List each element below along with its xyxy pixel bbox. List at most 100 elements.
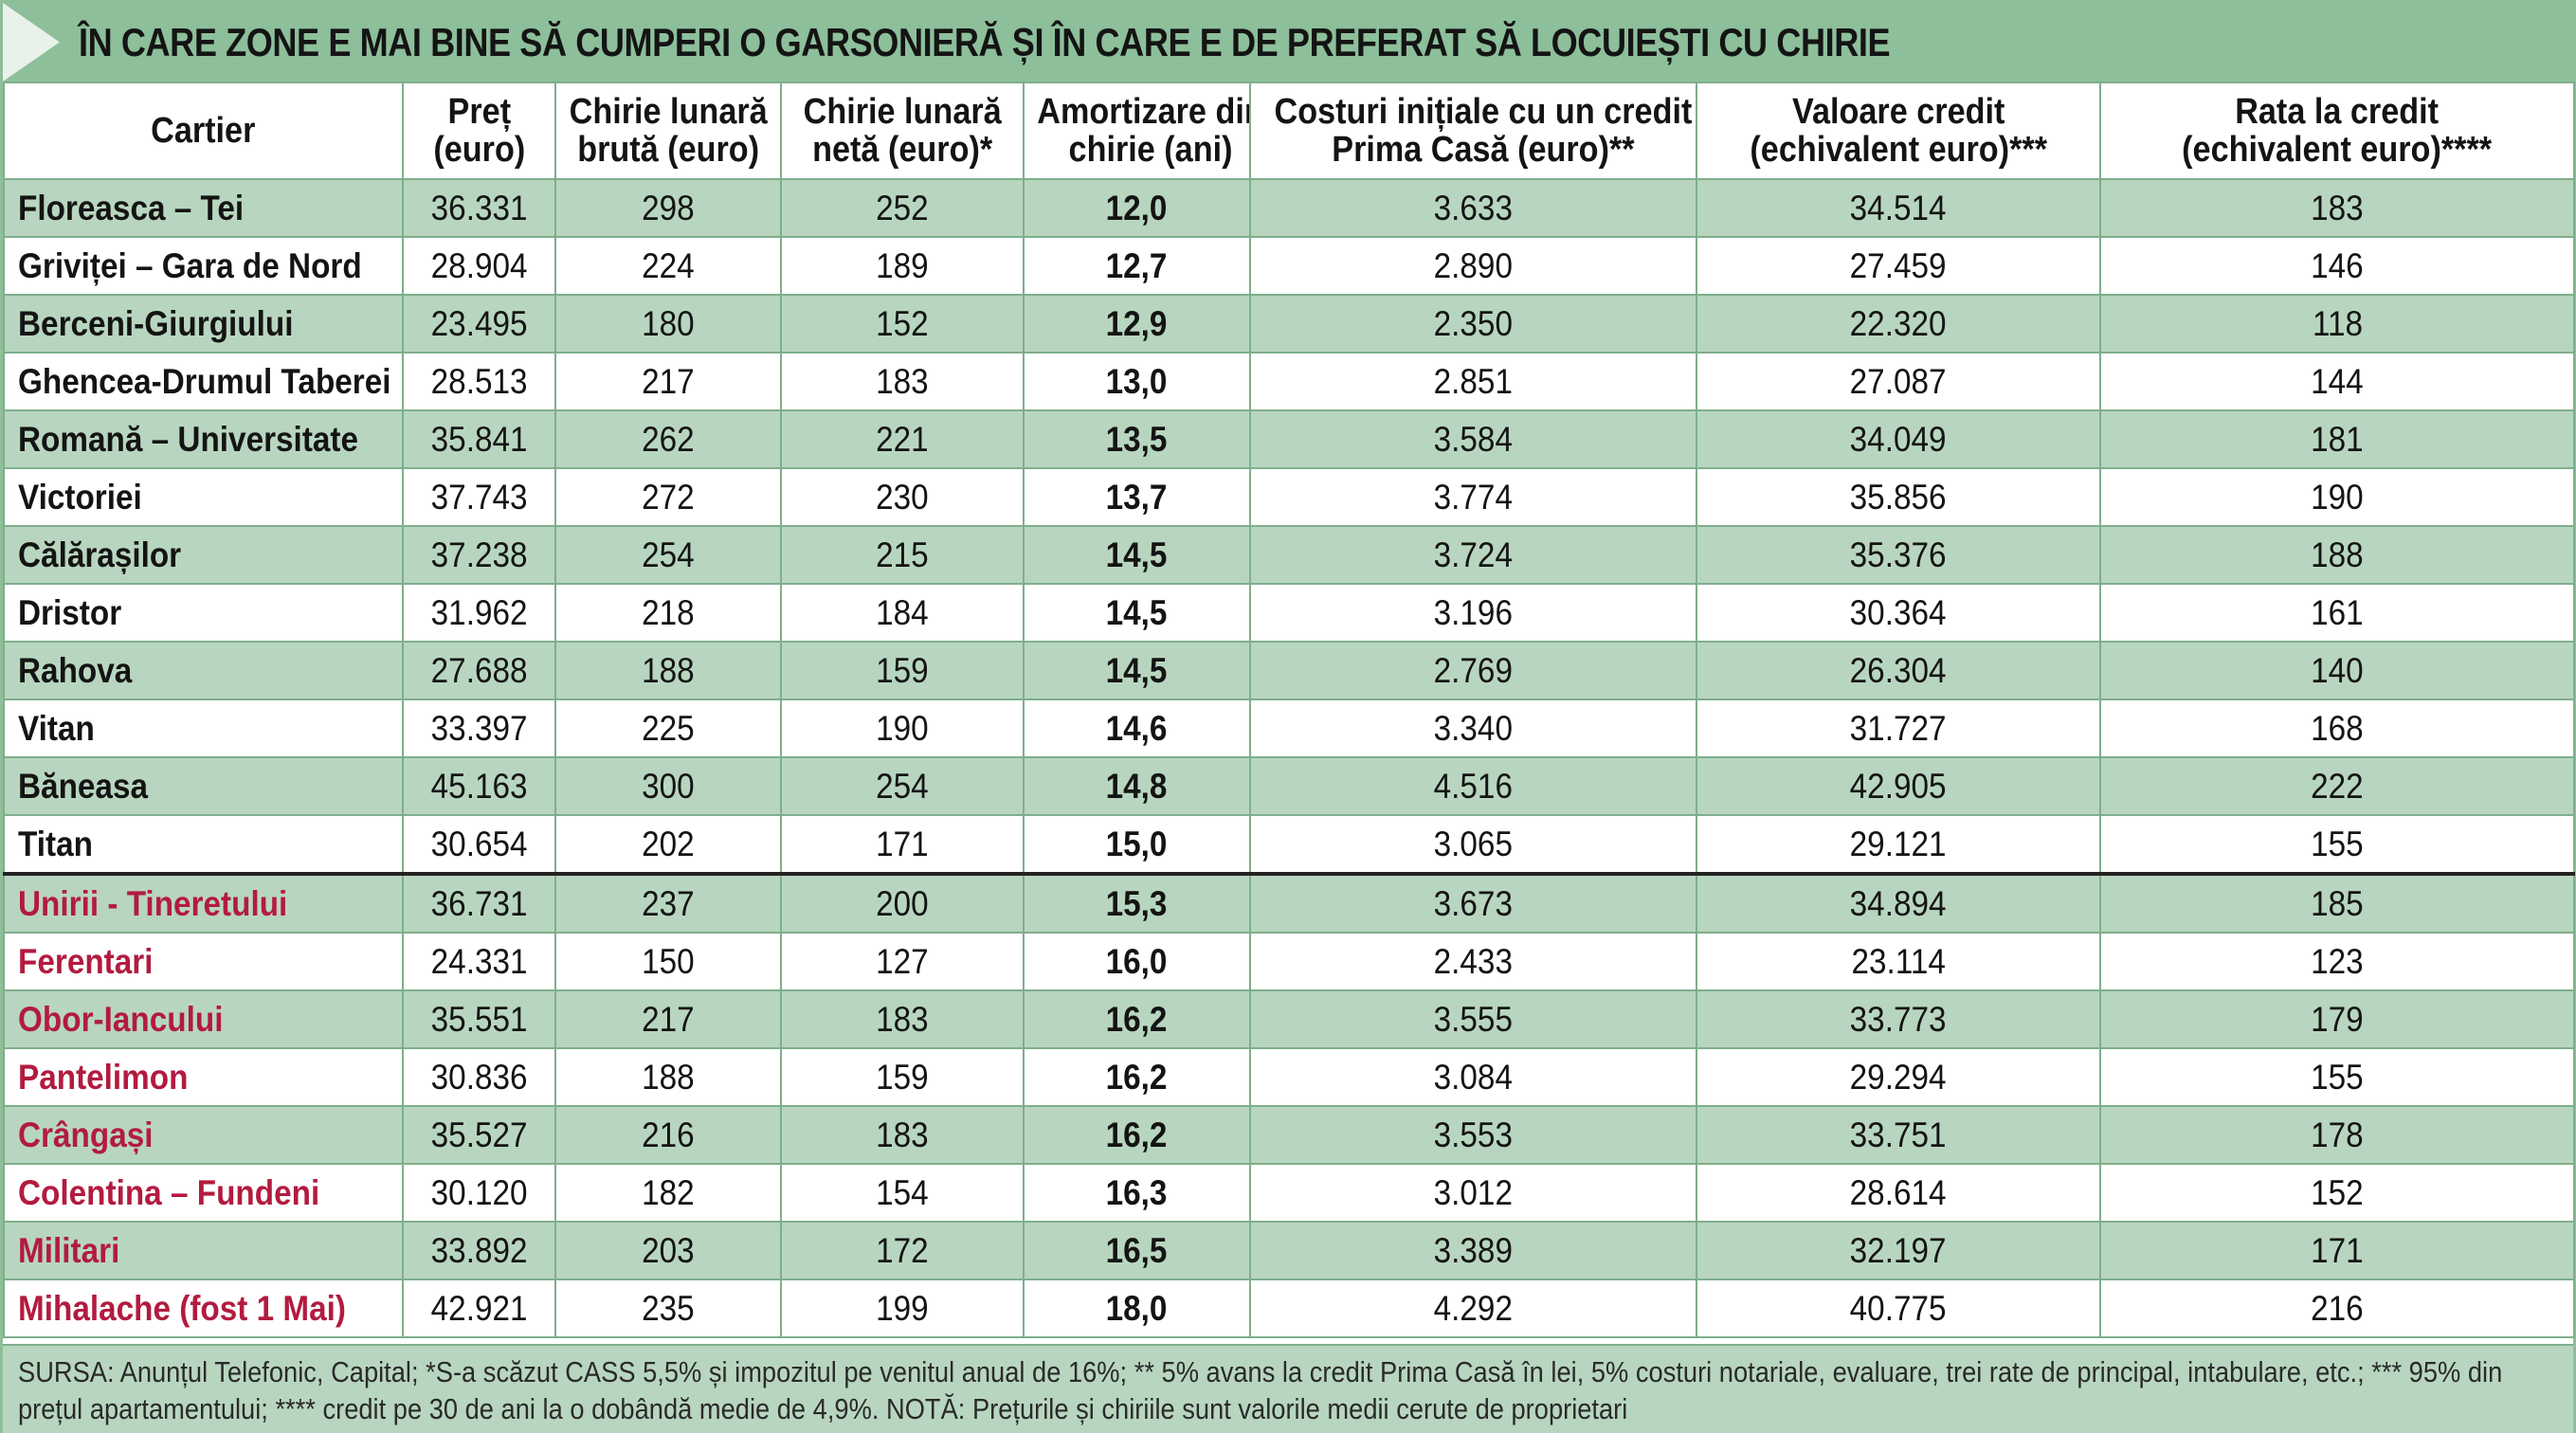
table-header-row: Cartier Preț (euro) Chirie lunară brută (e… [3,82,2575,180]
arrow-icon [3,3,60,82]
cell-amortizare: 14,5 [1023,641,1251,700]
cell-cartier: Griviței – Gara de Nord [3,236,404,296]
cell-pret: 28.904 [402,236,556,296]
cell-rata-credit: 155 [2099,1047,2575,1107]
cell-chirie-neta: 127 [780,932,1025,991]
cell-costuri-initiale: 4.516 [1249,756,1697,816]
col-header-pret: Preț (euro) [402,82,556,180]
cell-valoare-credit: 30.364 [1696,583,2101,643]
title-bar: ÎN CARE ZONE E MAI BINE SĂ CUMPERI O GAR… [3,3,2573,82]
col-header-chirie-bruta: Chirie lunară brută (euro) [554,82,782,180]
cell-chirie-neta: 189 [780,236,1025,296]
table-row: Romană – Universitate 35.841 262 221 13,5 3.5… [3,409,2575,469]
cell-valoare-credit: 26.304 [1696,641,2101,700]
cell-amortizare: 13,5 [1023,409,1251,469]
cell-costuri-initiale: 3.065 [1249,814,1697,875]
cell-rata-credit: 179 [2099,989,2575,1049]
cell-cartier: Pantelimon [3,1047,404,1107]
cell-chirie-bruta: 180 [554,294,782,354]
cell-valoare-credit: 23.114 [1696,932,2101,991]
cell-chirie-neta: 154 [780,1163,1025,1223]
cell-cartier: Dristor [3,583,404,643]
table-row: Crângași 35.527 216 183 16,2 3.553 33.751 178 [3,1105,2575,1165]
cell-costuri-initiale: 2.350 [1249,294,1697,354]
cell-costuri-initiale: 3.584 [1249,409,1697,469]
cell-rata-credit: 188 [2099,525,2575,585]
cell-costuri-initiale: 3.389 [1249,1221,1697,1280]
cell-chirie-neta: 199 [780,1279,1025,1338]
cell-amortizare: 14,5 [1023,583,1251,643]
cell-chirie-bruta: 254 [554,525,782,585]
cell-amortizare: 12,9 [1023,294,1251,354]
cell-rata-credit: 171 [2099,1221,2575,1280]
footnote: SURSA: Anunțul Telefonic, Capital; *S-a … [3,1344,2573,1433]
table-row: Ghencea-Drumul Taberei 28.513 217 183 13,0 2.… [3,352,2575,411]
cell-chirie-bruta: 182 [554,1163,782,1223]
cell-cartier: Ghencea-Drumul Taberei [3,352,404,411]
cell-chirie-bruta: 202 [554,814,782,875]
cell-chirie-bruta: 218 [554,583,782,643]
cell-chirie-bruta: 217 [554,352,782,411]
cell-valoare-credit: 40.775 [1696,1279,2101,1338]
col-header-chirie-neta: Chirie lunară netă (euro)* [780,82,1025,180]
col-header-cartier: Cartier [3,82,404,180]
cell-chirie-bruta: 217 [554,989,782,1049]
cell-amortizare: 16,3 [1023,1163,1251,1223]
cell-rata-credit: 183 [2099,178,2575,238]
cell-cartier: Mihalache (fost 1 Mai) [3,1279,404,1338]
cell-chirie-bruta: 188 [554,641,782,700]
cell-pret: 36.731 [402,872,556,934]
cell-chirie-bruta: 235 [554,1279,782,1338]
cell-amortizare: 16,2 [1023,1047,1251,1107]
table-row: Pantelimon 30.836 188 159 16,2 3.084 29.294 155 [3,1047,2575,1107]
cell-chirie-neta: 200 [780,872,1025,934]
cell-amortizare: 13,7 [1023,467,1251,527]
cell-costuri-initiale: 3.673 [1249,872,1697,934]
cell-cartier: Ferentari [3,932,404,991]
cell-chirie-neta: 184 [780,583,1025,643]
col-header-rata-credit: Rata la credit (echivalent euro)**** [2099,82,2575,180]
cell-chirie-bruta: 224 [554,236,782,296]
table-row: Titan 30.654 202 171 15,0 3.065 29.121 155 [3,814,2575,875]
table-row: Dristor 31.962 218 184 14,5 3.196 30.364 161 [3,583,2575,643]
cell-rata-credit: 140 [2099,641,2575,700]
cell-cartier: Titan [3,814,404,875]
cell-pret: 30.120 [402,1163,556,1223]
cell-costuri-initiale: 4.292 [1249,1279,1697,1338]
cell-costuri-initiale: 3.553 [1249,1105,1697,1165]
cell-rata-credit: 190 [2099,467,2575,527]
cell-chirie-neta: 159 [780,1047,1025,1107]
cell-cartier: Romană – Universitate [3,409,404,469]
cell-valoare-credit: 31.727 [1696,698,2101,758]
cell-rata-credit: 146 [2099,236,2575,296]
cell-amortizare: 15,0 [1023,814,1251,875]
cell-valoare-credit: 35.376 [1696,525,2101,585]
cell-cartier: Rahova [3,641,404,700]
cell-chirie-neta: 159 [780,641,1025,700]
cell-rata-credit: 222 [2099,756,2575,816]
table-row: Mihalache (fost 1 Mai) 42.921 235 199 18,0 4.… [3,1279,2575,1338]
cell-chirie-neta: 183 [780,1105,1025,1165]
cell-pret: 37.238 [402,525,556,585]
cell-pret: 30.836 [402,1047,556,1107]
table-row: Unirii - Tineretului 36.731 237 200 15,3 3.67… [3,872,2575,934]
cell-amortizare: 14,8 [1023,756,1251,816]
cell-pret: 33.892 [402,1221,556,1280]
cell-pret: 37.743 [402,467,556,527]
cell-pret: 35.841 [402,409,556,469]
cell-costuri-initiale: 3.012 [1249,1163,1697,1223]
cell-valoare-credit: 22.320 [1696,294,2101,354]
cell-valoare-credit: 35.856 [1696,467,2101,527]
table-row: Colentina – Fundeni 30.120 182 154 16,3 3.012… [3,1163,2575,1223]
cell-chirie-bruta: 298 [554,178,782,238]
cell-valoare-credit: 29.121 [1696,814,2101,875]
cell-cartier: Colentina – Fundeni [3,1163,404,1223]
cell-costuri-initiale: 2.851 [1249,352,1697,411]
cell-amortizare: 16,2 [1023,1105,1251,1165]
page-title: ÎN CARE ZONE E MAI BINE SĂ CUMPERI O GAR… [79,20,1891,64]
cell-chirie-neta: 152 [780,294,1025,354]
cell-chirie-bruta: 262 [554,409,782,469]
cell-amortizare: 13,0 [1023,352,1251,411]
table-row: Băneasa 45.163 300 254 14,8 4.516 42.905 222 [3,756,2575,816]
cell-chirie-neta: 254 [780,756,1025,816]
